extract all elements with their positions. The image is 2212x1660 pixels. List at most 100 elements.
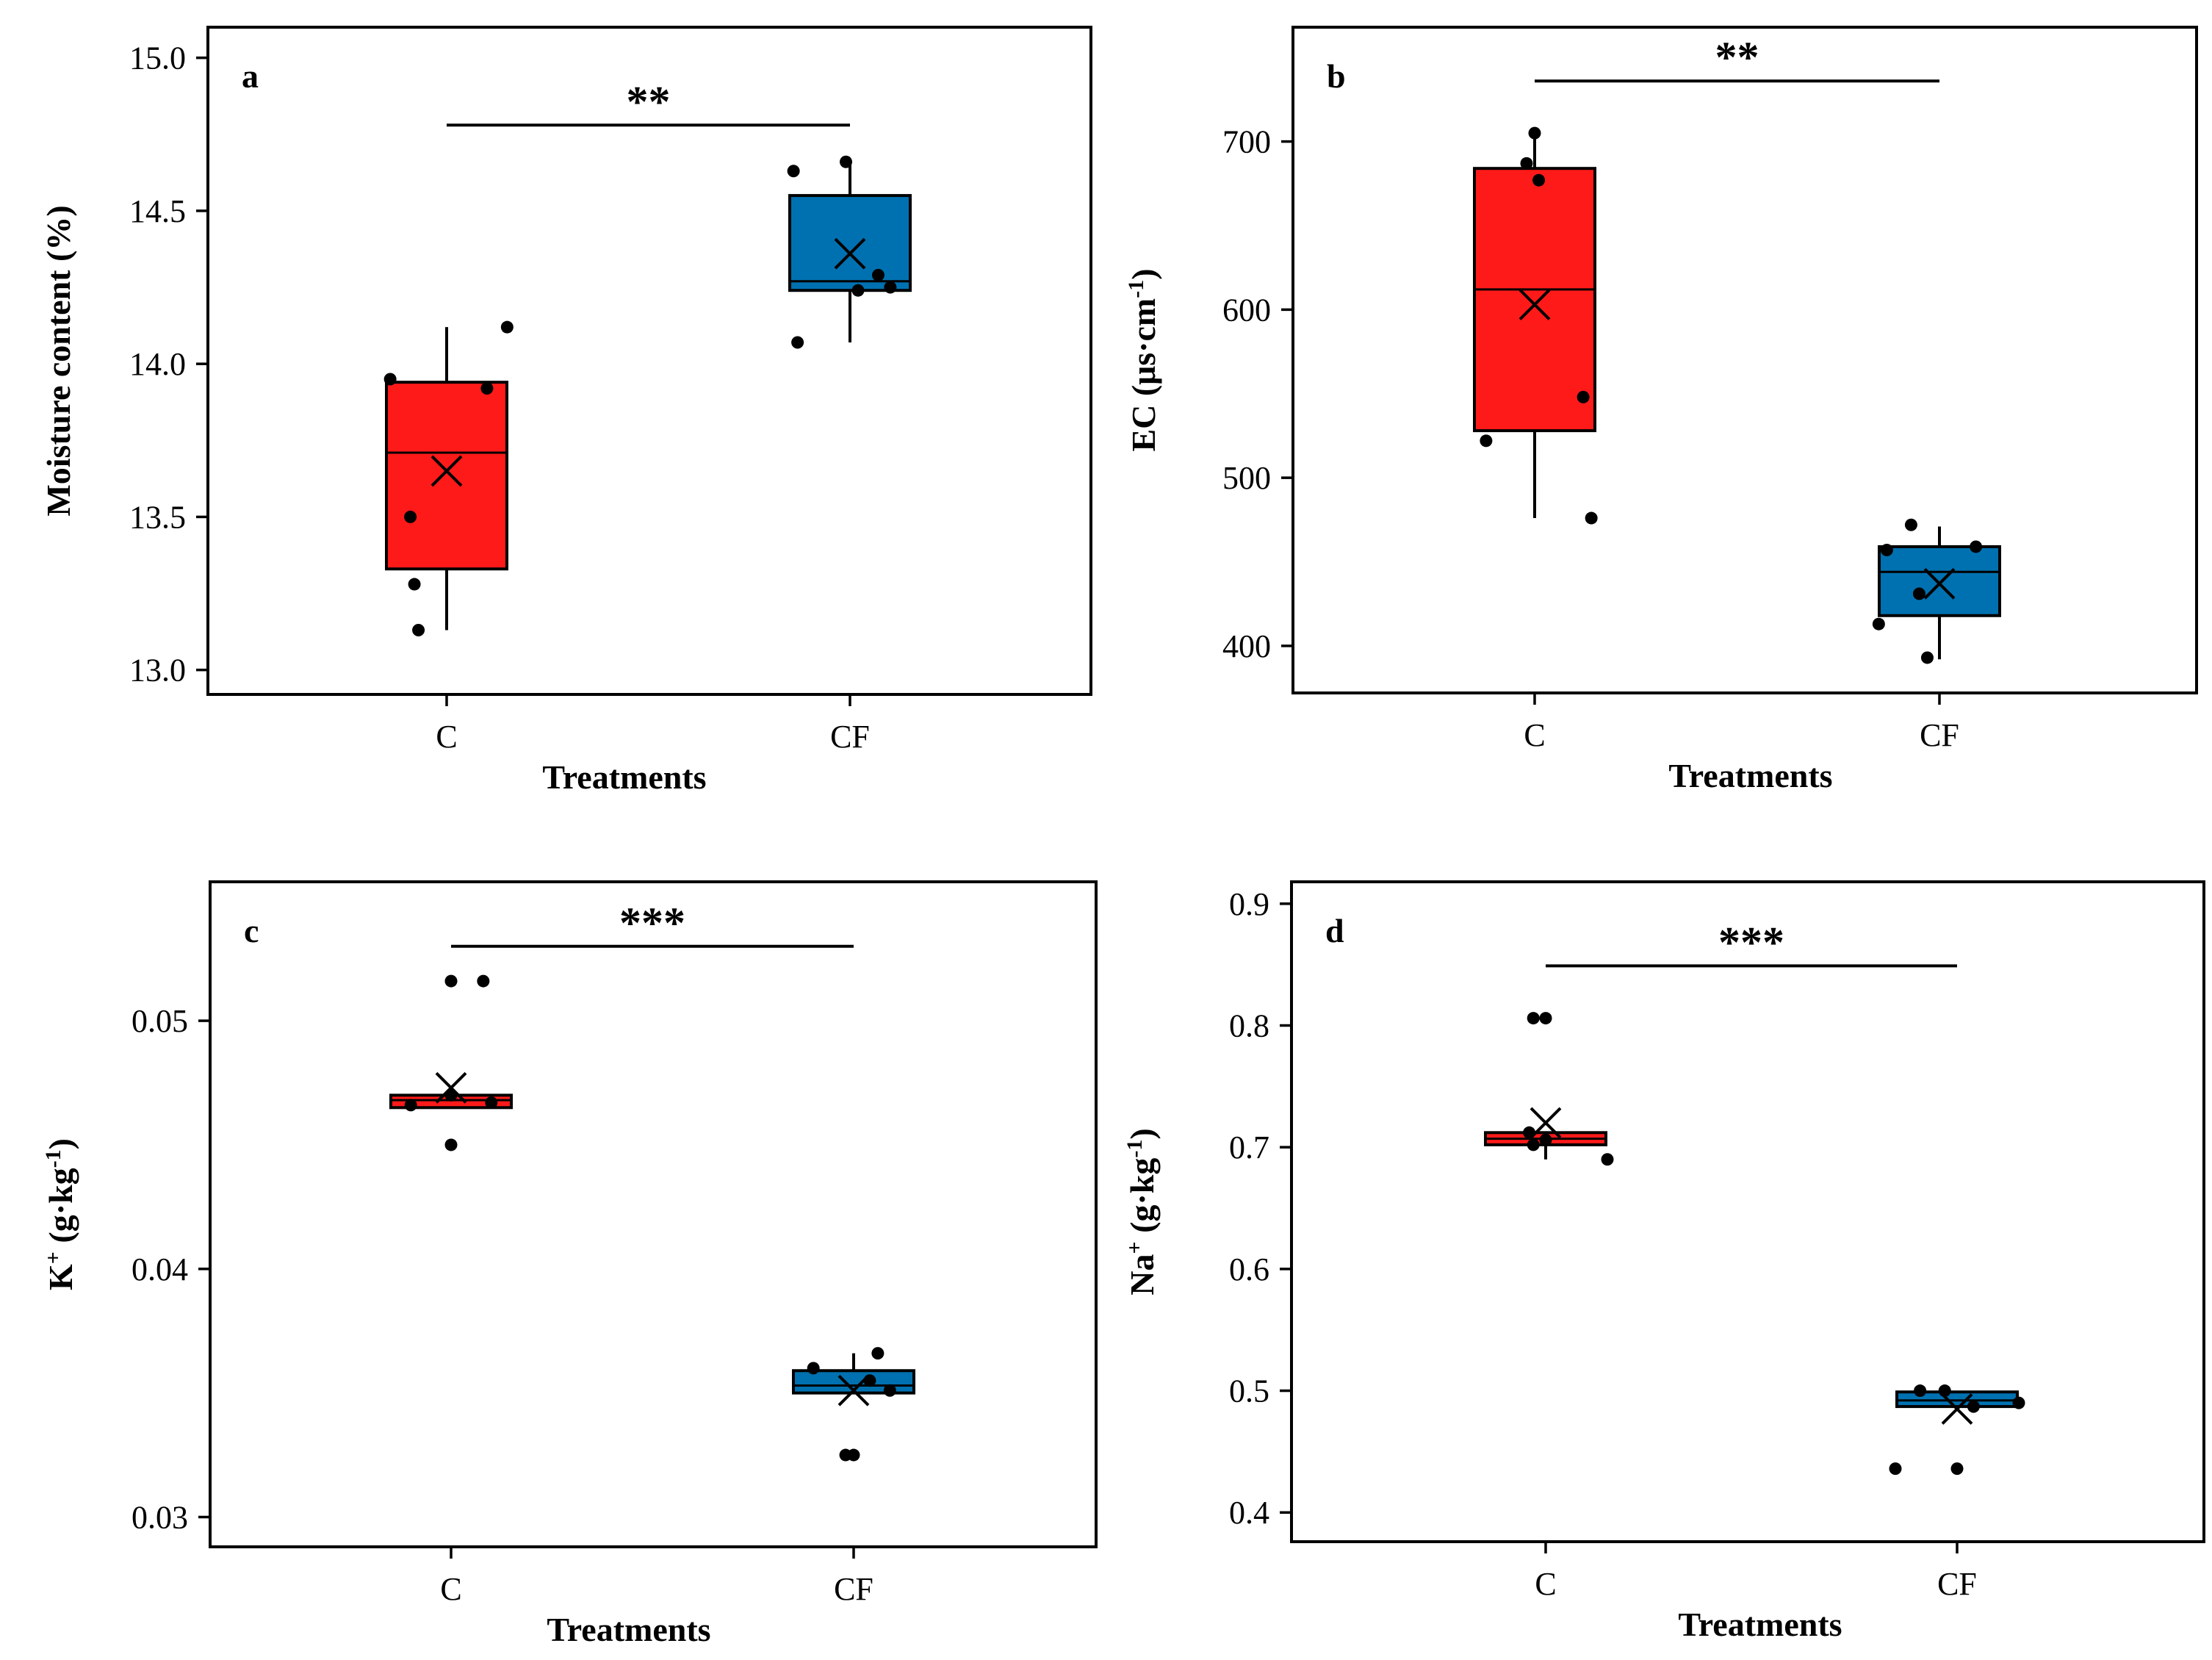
y-tick-label: 0.03 — [132, 1499, 188, 1535]
mean-marker-stroke — [1519, 289, 1551, 320]
x-tick-label: C — [436, 719, 457, 755]
box-iqr — [385, 381, 508, 571]
y-tick-label: 0.7 — [1229, 1129, 1269, 1165]
mean-marker-stroke — [1530, 1107, 1562, 1139]
box-CF — [1889, 1384, 2025, 1476]
mean-marker-stroke — [435, 1071, 467, 1104]
y-axis-title-part: ) — [1125, 268, 1162, 279]
significance-label: ** — [1715, 33, 1759, 82]
plot-frame — [1291, 26, 2198, 694]
data-point — [1914, 1384, 1927, 1398]
y-tick-label: 0.4 — [1229, 1495, 1269, 1531]
x-tick-label: C — [440, 1571, 461, 1607]
mean-marker-stroke — [1941, 1393, 1973, 1425]
y-axis-title-part: ) — [42, 1138, 79, 1149]
mean-marker-stroke — [834, 237, 866, 270]
significance-label: ** — [627, 77, 671, 126]
x-tick-label: CF — [1937, 1566, 1977, 1602]
data-point — [477, 974, 490, 988]
panel-c: 0.03 0.04 0.05 C CF Treatments K+ (g·kg-1) c *** — [41, 880, 1098, 1648]
data-point — [1520, 157, 1533, 170]
plot-frame — [1290, 880, 2205, 1543]
x-tick-label: CF — [1920, 717, 1959, 753]
x-axis-title: Treatments — [547, 1611, 710, 1648]
data-point — [1950, 1462, 1964, 1476]
data-point — [1872, 617, 1885, 630]
data-point — [1480, 434, 1493, 448]
box-C — [389, 974, 513, 1151]
box-iqr — [1473, 167, 1596, 433]
data-point — [1920, 651, 1934, 664]
data-point — [1528, 126, 1541, 140]
data-point — [1527, 1012, 1540, 1025]
y-axis-title-part: (g·kg — [1123, 1158, 1161, 1242]
data-point — [884, 281, 897, 294]
data-point — [2012, 1396, 2025, 1409]
data-point — [787, 165, 800, 178]
y-axis-title-part: (g·kg — [42, 1168, 79, 1251]
data-point — [851, 284, 865, 297]
data-point — [1967, 1400, 1980, 1413]
panel-d: 0.4 0.5 0.6 0.7 0.8 0.9 C CF Treatments Na+ (g·kg… — [1123, 880, 2205, 1643]
plot-frame — [209, 880, 1098, 1548]
y-tick-label: 500 — [1222, 460, 1271, 496]
y-tick-label: 700 — [1222, 124, 1271, 160]
data-point — [383, 373, 397, 386]
box-iqr — [788, 194, 912, 292]
y-axis-title-superscript: -1 — [1123, 1140, 1147, 1158]
mean-marker — [834, 237, 866, 270]
data-point — [871, 1347, 885, 1360]
data-point — [1585, 511, 1598, 525]
box-C — [1473, 126, 1598, 525]
panel-letter: c — [244, 912, 259, 949]
data-point — [1527, 1138, 1540, 1151]
box-iqr — [1878, 545, 2001, 617]
data-point — [444, 974, 458, 988]
data-point — [444, 1138, 458, 1151]
data-point — [404, 510, 417, 523]
mean-marker — [1519, 289, 1551, 320]
significance-label: *** — [1718, 918, 1784, 966]
box-C — [1484, 1012, 1614, 1166]
y-tick-label: 0.9 — [1229, 886, 1269, 922]
y-axis-title: K+ (g·kg-1) — [41, 1138, 80, 1290]
x-axis-title: Treatments — [542, 758, 706, 796]
x-axis-title: Treatments — [1668, 757, 1832, 794]
y-tick-label: 400 — [1222, 628, 1271, 664]
data-point — [485, 1096, 498, 1110]
mean-marker — [435, 1071, 467, 1104]
y-tick-label: 0.04 — [132, 1251, 188, 1287]
data-point — [1539, 1133, 1552, 1146]
panel-letter: a — [242, 57, 259, 95]
y-axis-title-superscript: -1 — [1124, 280, 1148, 298]
panel-letter: b — [1327, 57, 1346, 95]
y-axis-title: Moisture content (%) — [40, 205, 77, 516]
data-point — [1938, 1384, 1951, 1398]
mean-marker-stroke — [837, 1374, 870, 1406]
data-point — [871, 268, 885, 281]
data-point — [412, 624, 425, 637]
data-point — [883, 1384, 896, 1397]
data-point — [1904, 518, 1917, 531]
data-point — [1577, 390, 1590, 403]
y-axis-title-part: ) — [1123, 1128, 1161, 1139]
y-tick-label: 0.8 — [1229, 1008, 1269, 1044]
y-axis-title-part: EC (μs·cm — [1125, 298, 1162, 452]
panel-letter: d — [1325, 912, 1344, 949]
data-point — [480, 381, 494, 395]
panel-b: 400 500 600 700 C CF Treatments EC (μs·cm-1) b ** — [1124, 26, 2198, 794]
x-axis-title: Treatments — [1678, 1606, 1842, 1643]
box-CF — [787, 155, 912, 349]
y-axis-title: EC (μs·cm-1) — [1124, 268, 1163, 451]
mean-marker — [1923, 567, 1956, 600]
data-point — [1532, 173, 1546, 187]
box-CF — [1872, 518, 2001, 664]
y-axis-title: Na+ (g·kg-1) — [1123, 1128, 1161, 1295]
mean-marker — [1530, 1107, 1562, 1139]
data-point — [840, 155, 853, 168]
data-point — [500, 320, 514, 334]
x-tick-label: C — [1524, 717, 1545, 753]
y-tick-label: 0.05 — [132, 1003, 188, 1039]
x-tick-label: CF — [834, 1571, 873, 1607]
